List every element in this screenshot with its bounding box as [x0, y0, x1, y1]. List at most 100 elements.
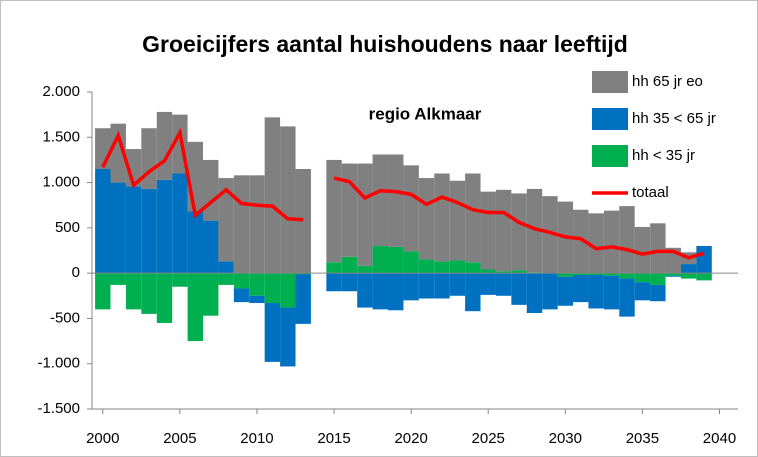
bar-segment: [125, 273, 142, 310]
bar-segment: [603, 273, 620, 276]
bar-segment: [187, 141, 204, 212]
bar-segment: [141, 273, 157, 314]
bar-segment: [511, 270, 527, 274]
bar-segment: [619, 278, 635, 317]
y-tick-label: -1.500: [37, 400, 80, 417]
bar-segment: [449, 273, 466, 296]
y-tick-label: 500: [55, 219, 80, 236]
y-tick-label: -500: [50, 309, 80, 326]
bar-segment: [156, 273, 173, 323]
bar-segment: [665, 273, 681, 276]
bar-segment: [249, 175, 265, 274]
bar-segment: [403, 273, 419, 301]
bar-segment: [341, 273, 358, 292]
bar-segment: [465, 262, 481, 274]
x-tick-label: 2020: [394, 430, 427, 447]
legend-label: hh 65 jr eo: [632, 73, 703, 90]
bar-segment: [110, 123, 126, 183]
bar-segment: [141, 188, 157, 274]
x-tick-label: 2005: [163, 430, 196, 447]
bar-segment: [619, 273, 635, 279]
bar-segment: [603, 210, 620, 274]
y-tick-label: -1.000: [37, 355, 80, 372]
bar-segment: [650, 273, 666, 285]
bar-segment: [233, 175, 250, 274]
bar-segment: [449, 260, 466, 274]
bar-segment: [665, 275, 681, 277]
bar-segment: [495, 273, 512, 296]
bar-segment: [542, 273, 558, 310]
bar-segment: [203, 273, 219, 316]
bar-segment: [434, 173, 450, 262]
x-tick-label: 2010: [240, 430, 273, 447]
bar-segment: [372, 273, 389, 310]
bar-segment: [326, 159, 342, 263]
bar-segment: [634, 273, 651, 283]
bar-segment: [650, 223, 666, 274]
bar-segment: [326, 273, 342, 292]
y-tick-label: 0: [72, 264, 80, 281]
legend: hh 65 jr eo hh 35 < 65 jr hh < 35 jr totaal: [592, 71, 716, 201]
x-tick-label: 2025: [472, 430, 505, 447]
bar-segment: [588, 274, 604, 309]
bar-segment: [696, 273, 712, 281]
bar-segment: [357, 273, 373, 308]
bar-segment: [573, 273, 589, 275]
bar-segment: [249, 273, 265, 296]
bar-segment: [218, 273, 234, 285]
bar-segment: [388, 246, 404, 274]
bar-segment: [372, 245, 389, 274]
bar-segment: [110, 273, 126, 285]
line-series: [101, 127, 705, 260]
bar-segment: [449, 180, 466, 261]
bar-segment: [573, 274, 589, 303]
bar-segment: [264, 117, 281, 274]
legend-label: totaal: [632, 184, 669, 201]
bar-segment: [480, 269, 496, 274]
bar-segment: [465, 273, 481, 312]
bar-segment: [264, 273, 281, 304]
legend-label: hh < 35 jr: [632, 147, 695, 164]
bar-segment: [465, 173, 481, 263]
legend-label: hh 35 < 65 jr: [632, 110, 716, 127]
bar-segment: [603, 275, 620, 310]
legend-swatch: [592, 71, 628, 93]
bar-segment: [233, 288, 250, 303]
bar-segment: [141, 128, 157, 189]
bar-segment: [542, 196, 558, 274]
bar-segment: [526, 273, 543, 313]
x-tick-label: 2000: [86, 430, 119, 447]
bar-segment: [295, 274, 311, 324]
bar-segment: [110, 182, 126, 274]
legend-swatch: [592, 145, 628, 167]
bar-segment: [619, 206, 635, 274]
bar-segment: [172, 173, 188, 274]
bar-segment: [634, 226, 651, 274]
bar-segment: [95, 273, 111, 310]
y-tick-label: 1.000: [42, 174, 80, 191]
bar-segment: [341, 256, 358, 274]
bar-segment: [588, 273, 604, 275]
x-tick-label: 2015: [317, 430, 350, 447]
bar-segment: [295, 168, 311, 274]
bar-segment: [588, 213, 604, 274]
bar-segment: [495, 271, 512, 274]
bar-segment: [280, 126, 296, 274]
bar-segment: [326, 262, 342, 274]
bar-segment: [357, 163, 373, 266]
y-tick-label: 1.500: [42, 128, 80, 145]
bar-segment: [696, 245, 712, 274]
bar-segment: [125, 186, 142, 274]
bar-segment: [218, 261, 234, 274]
bar-segment: [434, 273, 450, 299]
bar-segment: [388, 273, 404, 311]
bar-segment: [418, 259, 435, 274]
bar-segment: [557, 273, 574, 277]
bar-segment: [403, 251, 419, 274]
bar-segment: [264, 303, 281, 362]
annotation: regio Alkmaar: [369, 104, 482, 123]
bar-segment: [418, 273, 435, 299]
bar-segment: [680, 273, 697, 279]
x-tick-label: 2035: [626, 430, 659, 447]
bar-segment: [495, 189, 512, 272]
